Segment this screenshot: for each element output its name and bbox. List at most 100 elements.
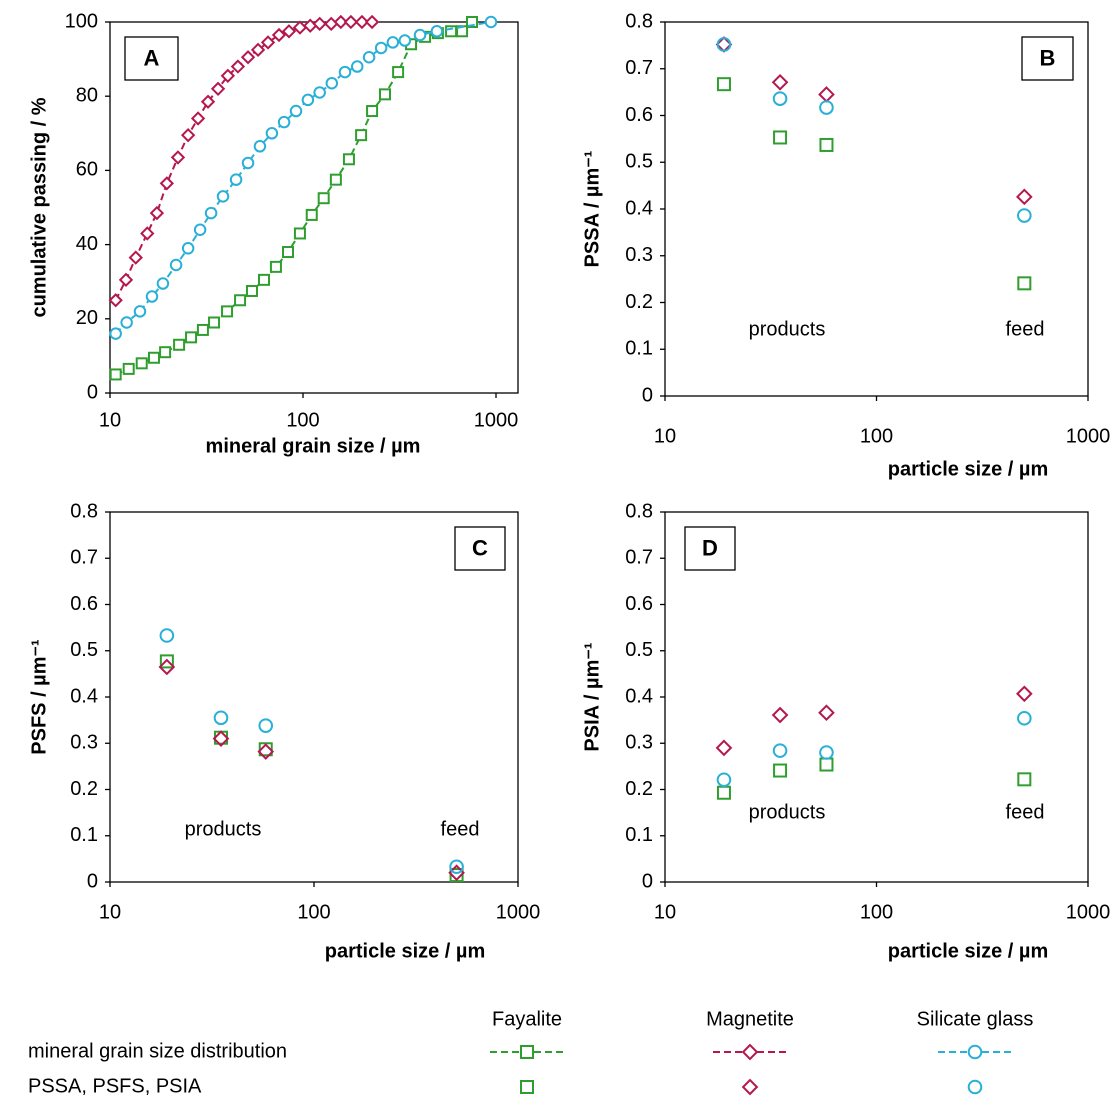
marker xyxy=(386,36,400,49)
marker xyxy=(118,272,134,288)
marker xyxy=(220,68,236,83)
marker xyxy=(772,743,788,758)
y-axis-label: cumulative passing / % xyxy=(28,97,50,317)
marker xyxy=(355,129,368,142)
marker xyxy=(305,208,318,221)
y-tick-label: 0.4 xyxy=(625,685,653,707)
marker xyxy=(210,81,226,96)
panel-label: D xyxy=(702,535,718,560)
marker xyxy=(338,65,352,79)
marker xyxy=(1017,208,1032,223)
marker xyxy=(128,250,143,265)
panel-label: C xyxy=(472,535,488,560)
marker xyxy=(716,785,731,800)
marker xyxy=(324,16,339,32)
y-tick-label: 0.6 xyxy=(70,593,98,615)
marker xyxy=(1016,188,1033,206)
marker xyxy=(715,739,733,757)
y-tick-label: 20 xyxy=(76,307,98,329)
annotation: feed xyxy=(441,818,480,840)
x-axis-label: particle size / µm xyxy=(888,940,1048,962)
marker xyxy=(317,192,330,205)
marker xyxy=(245,284,258,297)
annotation: products xyxy=(749,801,826,823)
y-axis-label: PSIA / µm⁻¹ xyxy=(581,642,603,751)
marker xyxy=(120,316,133,329)
marker xyxy=(133,305,147,318)
marker xyxy=(398,34,412,47)
marker xyxy=(819,137,834,152)
marker xyxy=(1016,685,1033,703)
legend-header: Fayalite xyxy=(492,1008,562,1030)
y-tick-label: 60 xyxy=(76,159,98,181)
x-tick-label: 1000 xyxy=(1066,901,1111,923)
marker xyxy=(1017,276,1032,291)
y-tick-label: 0.3 xyxy=(625,732,653,754)
x-tick-label: 100 xyxy=(286,409,319,431)
marker xyxy=(240,50,256,65)
marker xyxy=(257,743,275,760)
legend-marker xyxy=(741,1078,759,1096)
marker xyxy=(413,28,427,42)
marker xyxy=(379,88,392,101)
panel-label-box xyxy=(1021,36,1074,81)
y-tick-label: 0.8 xyxy=(70,500,98,522)
x-axis-label: particle size / µm xyxy=(325,940,485,962)
marker xyxy=(292,20,308,35)
y-tick-label: 0.6 xyxy=(625,104,653,126)
marker xyxy=(159,628,175,643)
plot-frame xyxy=(109,21,519,394)
marker xyxy=(258,718,274,733)
marker xyxy=(156,277,170,290)
panel-label-box xyxy=(124,36,179,81)
panel-label: A xyxy=(144,45,160,70)
x-tick-label: 10 xyxy=(99,901,121,923)
marker xyxy=(212,730,230,747)
marker xyxy=(213,710,229,726)
marker xyxy=(234,294,247,307)
marker xyxy=(147,351,160,364)
y-tick-label: 0.4 xyxy=(625,197,653,219)
y-axis-label: PSSA / µm⁻¹ xyxy=(581,150,603,267)
marker xyxy=(374,41,388,55)
marker xyxy=(771,706,789,724)
marker xyxy=(204,206,218,220)
marker xyxy=(159,176,174,191)
legend-marker xyxy=(520,1080,534,1094)
y-tick-label: 0.2 xyxy=(70,778,98,800)
marker xyxy=(366,105,379,118)
marker xyxy=(342,153,355,166)
marker xyxy=(258,273,271,286)
x-tick-label: 100 xyxy=(860,901,893,923)
marker xyxy=(1017,772,1032,787)
marker xyxy=(145,290,159,303)
marker xyxy=(773,130,788,145)
x-tick-label: 1000 xyxy=(474,409,519,431)
y-tick-label: 0.7 xyxy=(625,547,653,569)
marker xyxy=(180,127,196,143)
x-tick-label: 10 xyxy=(654,425,676,447)
marker xyxy=(230,59,246,74)
y-tick-label: 0.1 xyxy=(625,824,653,846)
marker xyxy=(135,357,148,370)
x-tick-label: 10 xyxy=(654,901,676,923)
y-tick-label: 0.8 xyxy=(625,10,653,32)
y-tick-label: 0.1 xyxy=(70,824,98,846)
marker xyxy=(208,316,221,329)
marker xyxy=(193,223,207,237)
marker xyxy=(140,226,155,241)
x-tick-label: 100 xyxy=(860,425,893,447)
marker xyxy=(269,260,282,273)
x-tick-label: 10 xyxy=(99,409,121,431)
marker xyxy=(253,140,267,153)
x-tick-label: 1000 xyxy=(1066,425,1111,447)
y-tick-label: 0.8 xyxy=(625,500,653,522)
marker xyxy=(265,127,279,140)
marker xyxy=(449,859,464,875)
y-tick-label: 0.7 xyxy=(70,547,98,569)
y-tick-label: 80 xyxy=(76,84,98,106)
y-tick-label: 100 xyxy=(65,10,98,32)
marker xyxy=(159,654,174,669)
series-line xyxy=(114,21,492,335)
legend-marker xyxy=(741,1043,759,1061)
